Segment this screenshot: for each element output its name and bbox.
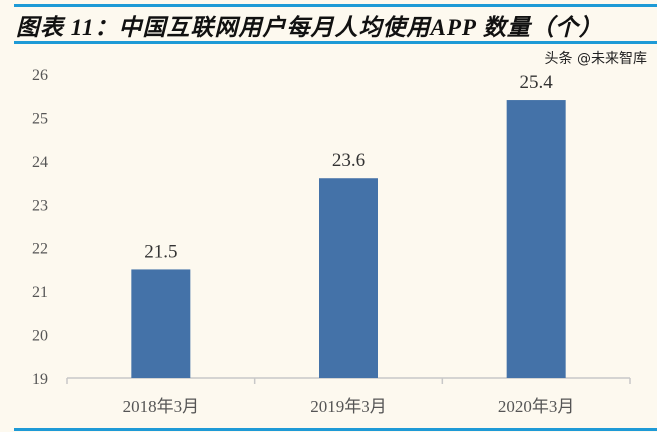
watermark: 头条 @未来智库 — [544, 51, 647, 67]
bottom-rule — [14, 428, 657, 431]
y-tick-label: 19 — [32, 371, 48, 388]
y-tick-label: 22 — [32, 241, 48, 258]
y-tick-label: 20 — [32, 328, 48, 345]
y-tick-label: 24 — [32, 154, 48, 171]
x-tick-label: 2019年3月 — [310, 397, 387, 416]
x-tick-label: 2018年3月 — [123, 397, 200, 416]
y-tick-label: 25 — [32, 110, 48, 127]
chart-title: 图表 11：中国互联网用户每月人均使用APP 数量（个） — [16, 15, 603, 40]
y-tick-label: 21 — [32, 284, 48, 301]
data-label: 23.6 — [332, 150, 365, 171]
data-label: 25.4 — [520, 72, 554, 93]
y-tick-label: 26 — [32, 67, 48, 84]
bar — [131, 269, 191, 378]
bar — [506, 100, 566, 379]
bar — [319, 178, 378, 378]
x-tick-label: 2020年3月 — [498, 397, 575, 416]
top-rule — [14, 4, 657, 7]
y-tick-label: 23 — [32, 197, 48, 214]
title-rule — [14, 41, 657, 44]
data-label: 21.5 — [144, 241, 177, 262]
